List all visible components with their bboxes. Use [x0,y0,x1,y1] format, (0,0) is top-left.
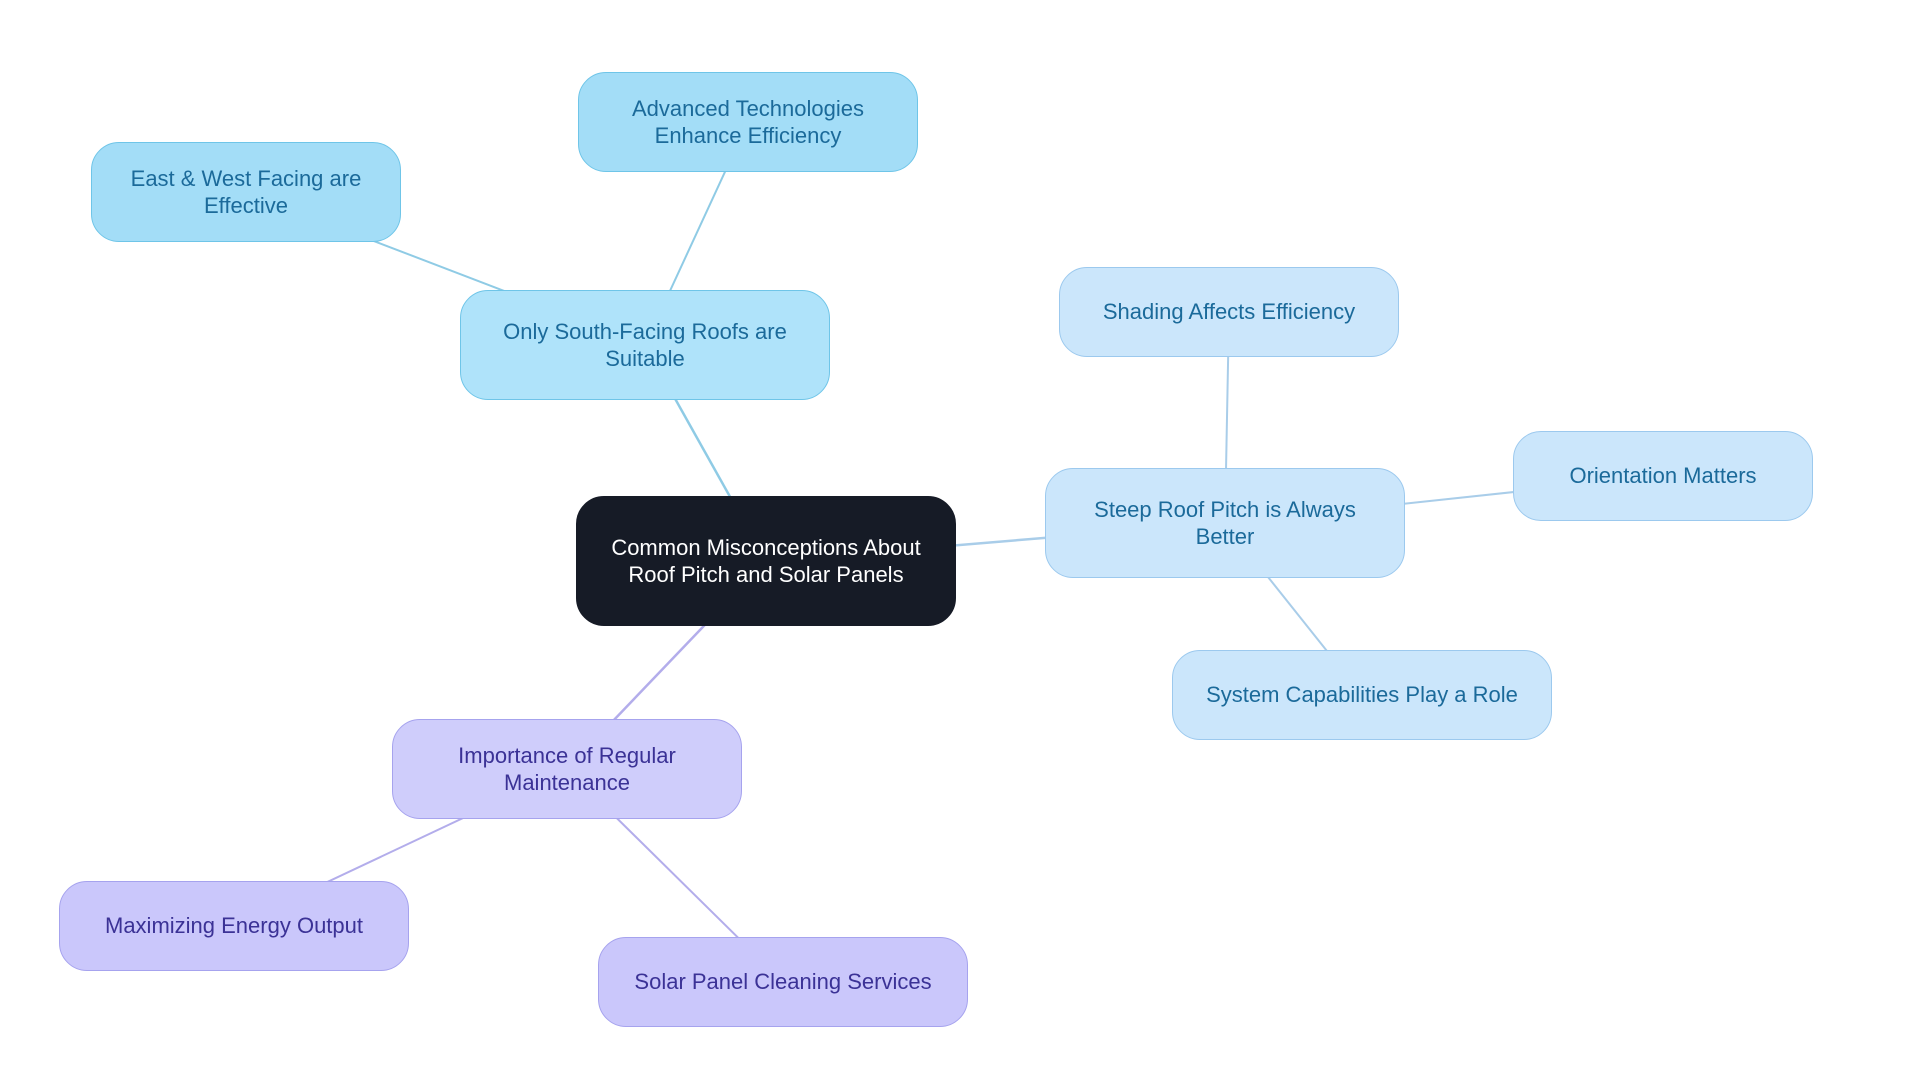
node-advanced[interactable]: Advanced Technologies Enhance Efficiency [578,72,918,172]
node-center[interactable]: Common Misconceptions About Roof Pitch a… [576,496,956,626]
node-south[interactable]: Only South-Facing Roofs are Suitable [460,290,830,400]
node-maximizing[interactable]: Maximizing Energy Output [59,881,409,971]
node-east-west[interactable]: East & West Facing are Effective [91,142,401,242]
node-label: System Capabilities Play a Role [1206,681,1518,709]
node-label: Solar Panel Cleaning Services [634,968,931,996]
node-orientation[interactable]: Orientation Matters [1513,431,1813,521]
node-maintenance[interactable]: Importance of Regular Maintenance [392,719,742,819]
node-label: Advanced Technologies Enhance Efficiency [607,95,889,150]
mindmap-canvas: Common Misconceptions About Roof Pitch a… [0,0,1920,1083]
node-label: Only South-Facing Roofs are Suitable [489,318,801,373]
node-label: Shading Affects Efficiency [1103,298,1355,326]
node-steep[interactable]: Steep Roof Pitch is Always Better [1045,468,1405,578]
node-label: Common Misconceptions About Roof Pitch a… [605,534,927,589]
node-shading[interactable]: Shading Affects Efficiency [1059,267,1399,357]
node-system[interactable]: System Capabilities Play a Role [1172,650,1552,740]
node-label: Importance of Regular Maintenance [421,742,713,797]
node-label: Steep Roof Pitch is Always Better [1074,496,1376,551]
node-label: Maximizing Energy Output [105,912,363,940]
node-label: Orientation Matters [1569,462,1756,490]
node-label: East & West Facing are Effective [120,165,372,220]
node-cleaning[interactable]: Solar Panel Cleaning Services [598,937,968,1027]
